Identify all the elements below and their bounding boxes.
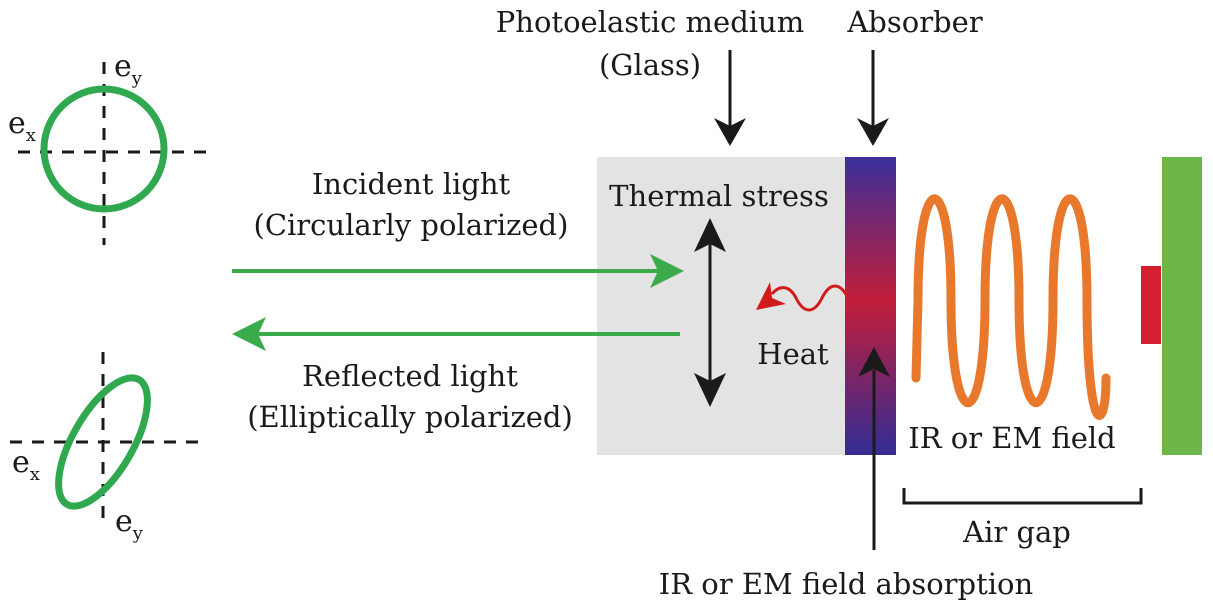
top-ey-label: ey (114, 49, 143, 89)
photoelastic-glass-block (597, 157, 845, 455)
heat-wave-arrow (756, 282, 850, 312)
spring-coil (911, 194, 1111, 420)
reflected-light-arrow (232, 317, 680, 351)
air-gap-bracket (902, 488, 1143, 505)
absorption-pointer-arrow (858, 347, 890, 550)
thermal-stress-double-arrow (694, 218, 726, 407)
circularly-polarized-label: (Circularly polarized) (254, 208, 569, 242)
heat-label: Heat (757, 337, 829, 371)
ir-em-absorption-label: IR or EM field absorption (659, 567, 1033, 601)
reflected-light-label: Reflected light (302, 359, 518, 393)
circular-polarization-ellipse (40, 85, 168, 213)
absorber-label: Absorber (846, 5, 982, 39)
incident-light-arrow (232, 254, 684, 288)
bottom-ey-label: ey (115, 504, 144, 544)
elliptical-polarization-plot: ex ey (10, 352, 208, 544)
green-plate (1162, 157, 1202, 455)
absorber-pointer-arrow (857, 50, 889, 146)
elliptical-polarization-ellipse (55, 374, 151, 510)
photoelastic-medium-label: Photoelastic medium (496, 5, 804, 39)
incident-light-label: Incident light (312, 167, 511, 201)
ir-em-field-label: IR or EM field (908, 421, 1115, 455)
top-ex-label: ex (8, 106, 36, 146)
absorber-layer (845, 157, 896, 455)
elliptically-polarized-label: (Elliptically polarized) (247, 400, 573, 434)
red-contact-pad (1141, 266, 1161, 344)
photoelastic-pointer-arrow (714, 50, 746, 146)
glass-label: (Glass) (599, 48, 701, 82)
air-gap-label: Air gap (962, 515, 1071, 549)
thermal-stress-label: Thermal stress (609, 179, 829, 213)
circular-polarization-plot: ey ex (8, 49, 210, 245)
bottom-ex-label: ex (12, 445, 40, 485)
